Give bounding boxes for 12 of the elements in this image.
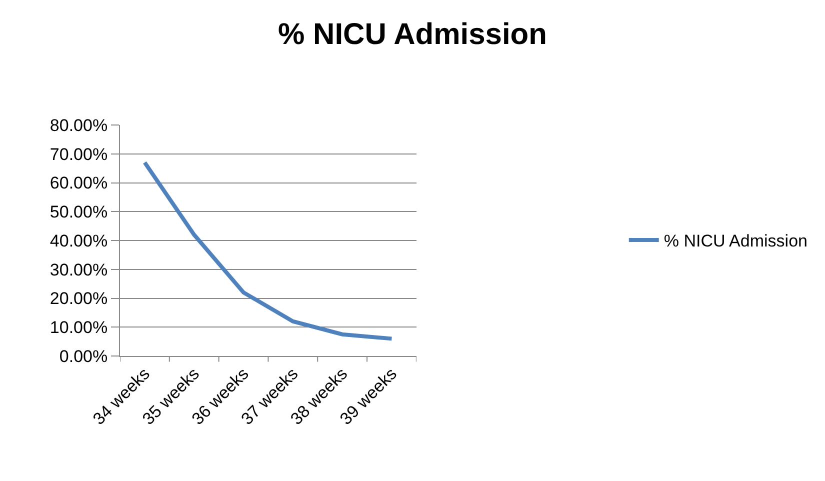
legend-label: % NICU Admission bbox=[664, 232, 808, 251]
y-tick-label: 20.00% bbox=[50, 289, 108, 308]
y-tick-label: 30.00% bbox=[50, 260, 108, 280]
chart-title: % NICU Admission bbox=[278, 18, 547, 52]
y-tick-label: 0.00% bbox=[59, 346, 108, 366]
y-tick-label: 70.00% bbox=[50, 144, 108, 164]
y-tick-label: 40.00% bbox=[50, 231, 108, 250]
y-tick-label: 80.00% bbox=[50, 116, 108, 135]
y-tick-label: 60.00% bbox=[50, 174, 108, 193]
y-tick-label: 10.00% bbox=[50, 318, 108, 338]
line-series bbox=[142, 160, 394, 341]
y-tick-label: 50.00% bbox=[50, 202, 108, 222]
